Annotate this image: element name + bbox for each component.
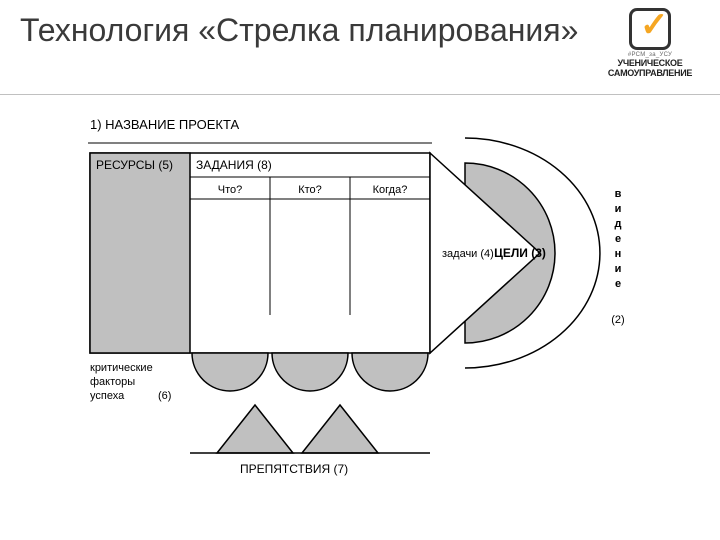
svg-text:1) НАЗВАНИЕ ПРОЕКТА: 1) НАЗВАНИЕ ПРОЕКТА	[90, 117, 239, 132]
svg-text:е: е	[615, 233, 621, 245]
logo: ✓ #РСМ_за_УСУ УЧЕНИЧЕСКОЕ САМОУПРАВЛЕНИЕ	[600, 8, 700, 78]
svg-text:Кто?: Кто?	[298, 184, 322, 196]
svg-text:(6): (6)	[158, 390, 171, 402]
svg-text:задачи (4): задачи (4)	[442, 248, 494, 260]
svg-text:ПРЕПЯТСТВИЯ (7): ПРЕПЯТСТВИЯ (7)	[240, 462, 348, 476]
diagram: 1) НАЗВАНИЕ ПРОЕКТА РЕСУРСЫ (5) ЗАДАНИЯ (8…	[40, 105, 680, 505]
svg-text:Что?: Что?	[218, 184, 242, 196]
svg-text:е: е	[615, 278, 621, 290]
svg-text:и: и	[615, 203, 622, 215]
svg-text:факторы: факторы	[90, 376, 135, 388]
svg-text:и: и	[615, 263, 622, 275]
slide: Технология «Стрелка планирования» ✓ #РСМ…	[0, 0, 720, 540]
svg-text:критические: критические	[90, 362, 153, 374]
svg-text:(2): (2)	[611, 314, 624, 326]
logo-line2: САМОУПРАВЛЕНИЕ	[600, 68, 700, 78]
svg-text:н: н	[615, 248, 622, 260]
svg-text:ЦЕЛИ (3): ЦЕЛИ (3)	[494, 246, 546, 260]
svg-text:РЕСУРСЫ (5): РЕСУРСЫ (5)	[96, 158, 173, 172]
logo-box-icon: ✓	[629, 8, 671, 50]
diagram-svg: 1) НАЗВАНИЕ ПРОЕКТА РЕСУРСЫ (5) ЗАДАНИЯ (8…	[40, 105, 680, 505]
svg-text:в: в	[615, 188, 622, 200]
svg-text:д: д	[615, 218, 622, 230]
svg-text:успеха: успеха	[90, 390, 125, 402]
check-icon: ✓	[640, 5, 669, 45]
svg-text:Когда?: Когда?	[373, 184, 408, 196]
page-title: Технология «Стрелка планирования»	[20, 12, 700, 49]
logo-line1: УЧЕНИЧЕСКОЕ	[600, 58, 700, 68]
svg-text:ЗАДАНИЯ (8): ЗАДАНИЯ (8)	[196, 158, 272, 172]
